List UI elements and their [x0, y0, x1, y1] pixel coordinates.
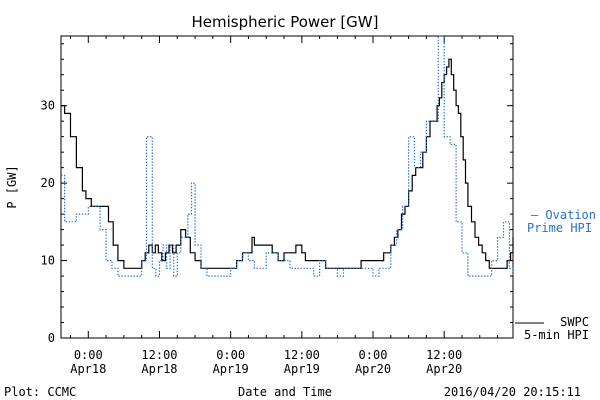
x-tick-date-label: Apr18	[141, 362, 177, 376]
x-tick-date-label: Apr19	[284, 362, 320, 376]
footer-timestamp: 2016/04/20 20:15:11	[444, 385, 581, 399]
series-layer	[61, 35, 514, 277]
series-line-swpc	[61, 58, 514, 269]
y-tick-label: 10	[41, 254, 55, 268]
legend-ovation-line2: Prime HPI	[527, 221, 592, 235]
y-axis-label: P [GW]	[5, 165, 19, 208]
x-axis-label: Date and Time	[238, 385, 332, 399]
plot-area	[60, 35, 514, 339]
legend-swpc-line1: SWPC	[560, 315, 589, 329]
y-tick-label: 30	[41, 99, 55, 113]
x-tick-date-label: Apr18	[70, 362, 106, 376]
y-tick-label: 20	[41, 176, 55, 190]
y-ticks: 0 10 20 30	[41, 43, 513, 345]
footer-plot-credit: Plot: CCMC	[4, 385, 76, 399]
series-line-ovation	[61, 35, 514, 277]
x-tick-date-label: Apr20	[355, 362, 391, 376]
chart-title: Hemispheric Power [GW]	[192, 13, 379, 31]
x-tick-time-label: 0:00	[74, 348, 103, 362]
x-tick-time-label: 0:00	[216, 348, 245, 362]
legend-ovation-line1: – Ovation	[531, 208, 596, 222]
x-tick-time-label: 12:00	[426, 348, 462, 362]
y-tick-label: 0	[48, 331, 55, 345]
x-ticks: 0:00Apr1812:00Apr180:00Apr1912:00Apr190:…	[69, 36, 499, 376]
legend-swpc-line2: 5-min HPI	[524, 328, 589, 342]
x-tick-time-label: 12:00	[284, 348, 320, 362]
x-tick-time-label: 0:00	[359, 348, 388, 362]
x-tick-date-label: Apr19	[213, 362, 249, 376]
legend: – Ovation Prime HPI SWPC 5-min HPI	[515, 208, 596, 342]
plot-frame	[60, 35, 514, 339]
x-tick-date-label: Apr20	[426, 362, 462, 376]
x-tick-time-label: 12:00	[141, 348, 177, 362]
